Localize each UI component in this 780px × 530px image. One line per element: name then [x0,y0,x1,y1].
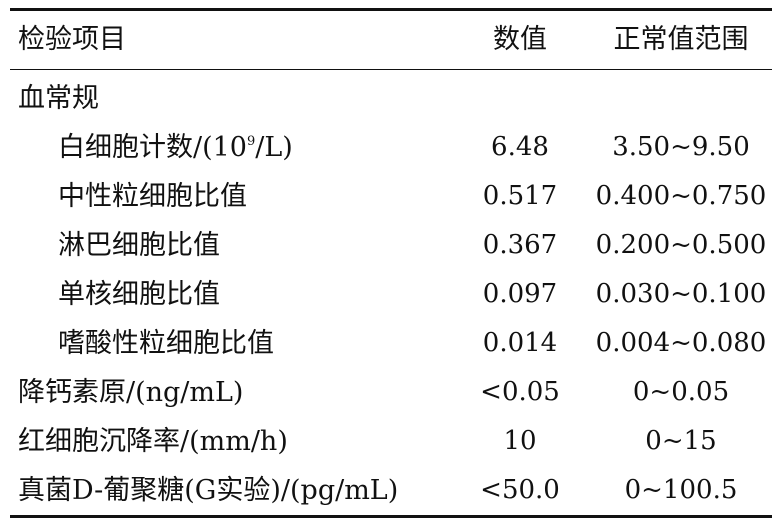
row-range: 0.030~0.100 [595,279,767,309]
table-body: 血常规 白细胞计数/(109/L) 6.48 3.50~9.50 中性粒细胞比值… [10,70,772,517]
table-row: 血常规 [10,70,772,124]
row-range: 3.50~9.50 [612,132,750,162]
row-value: 0.517 [482,181,558,211]
table-row: 白细胞计数/(109/L) 6.48 3.50~9.50 [10,123,772,172]
row-range: 0~100.5 [624,475,738,505]
lab-results-table: 检验项目 数值 正常值范围 血常规 白细胞计数/(109/L) 6.48 3.5… [10,8,772,518]
header-value: 数值 [493,24,547,55]
row-range: 0.200~0.500 [595,230,767,260]
header-item: 检验项目 [18,24,126,55]
row-item: 红细胞沉降率/(mm/h) [18,426,288,457]
row-item-suffix: /L) [255,132,293,163]
row-item-prefix: 白细胞计数/(10 [58,132,247,163]
row-item: 白细胞计数/(109/L) [10,123,450,172]
row-item: 淋巴细胞比值 [58,230,220,261]
table-row: 红细胞沉降率/(mm/h) 10 0~15 [10,417,772,466]
row-range: 0.400~0.750 [595,181,767,211]
row-value: <0.05 [480,377,560,407]
row-value: 6.48 [491,132,549,162]
row-value [450,70,590,124]
row-item-superscript: 9 [247,134,256,149]
row-range: 0~0.05 [632,377,730,407]
header-range: 正常值范围 [613,24,749,55]
row-item: 降钙素原/(ng/mL) [18,377,244,408]
row-value: <50.0 [480,475,560,505]
row-value: 0.097 [482,279,558,309]
row-item: 单核细胞比值 [58,279,220,310]
table-row: 嗜酸性粒细胞比值 0.014 0.004~0.080 [10,319,772,368]
table-row: 中性粒细胞比值 0.517 0.400~0.750 [10,172,772,221]
header-row: 检验项目 数值 正常值范围 [10,9,772,70]
row-range [590,70,772,124]
row-item: 中性粒细胞比值 [58,181,247,212]
table-header: 检验项目 数值 正常值范围 [10,9,772,70]
table-row: 单核细胞比值 0.097 0.030~0.100 [10,270,772,319]
lab-results-table-wrapper: 检验项目 数值 正常值范围 血常规 白细胞计数/(109/L) 6.48 3.5… [10,8,772,518]
row-range: 0~15 [645,426,717,456]
row-value: 0.367 [482,230,558,260]
table-row: 淋巴细胞比值 0.367 0.200~0.500 [10,221,772,270]
table-row: 真菌D-葡聚糖(G实验)/(pg/mL) <50.0 0~100.5 [10,466,772,517]
row-item: 真菌D-葡聚糖(G实验)/(pg/mL) [18,475,399,506]
row-range: 0.004~0.080 [595,328,767,358]
row-item: 血常规 [18,83,99,114]
row-item: 嗜酸性粒细胞比值 [58,328,274,359]
table-row: 降钙素原/(ng/mL) <0.05 0~0.05 [10,368,772,417]
row-value: 0.014 [482,328,558,358]
row-value: 10 [503,426,537,456]
